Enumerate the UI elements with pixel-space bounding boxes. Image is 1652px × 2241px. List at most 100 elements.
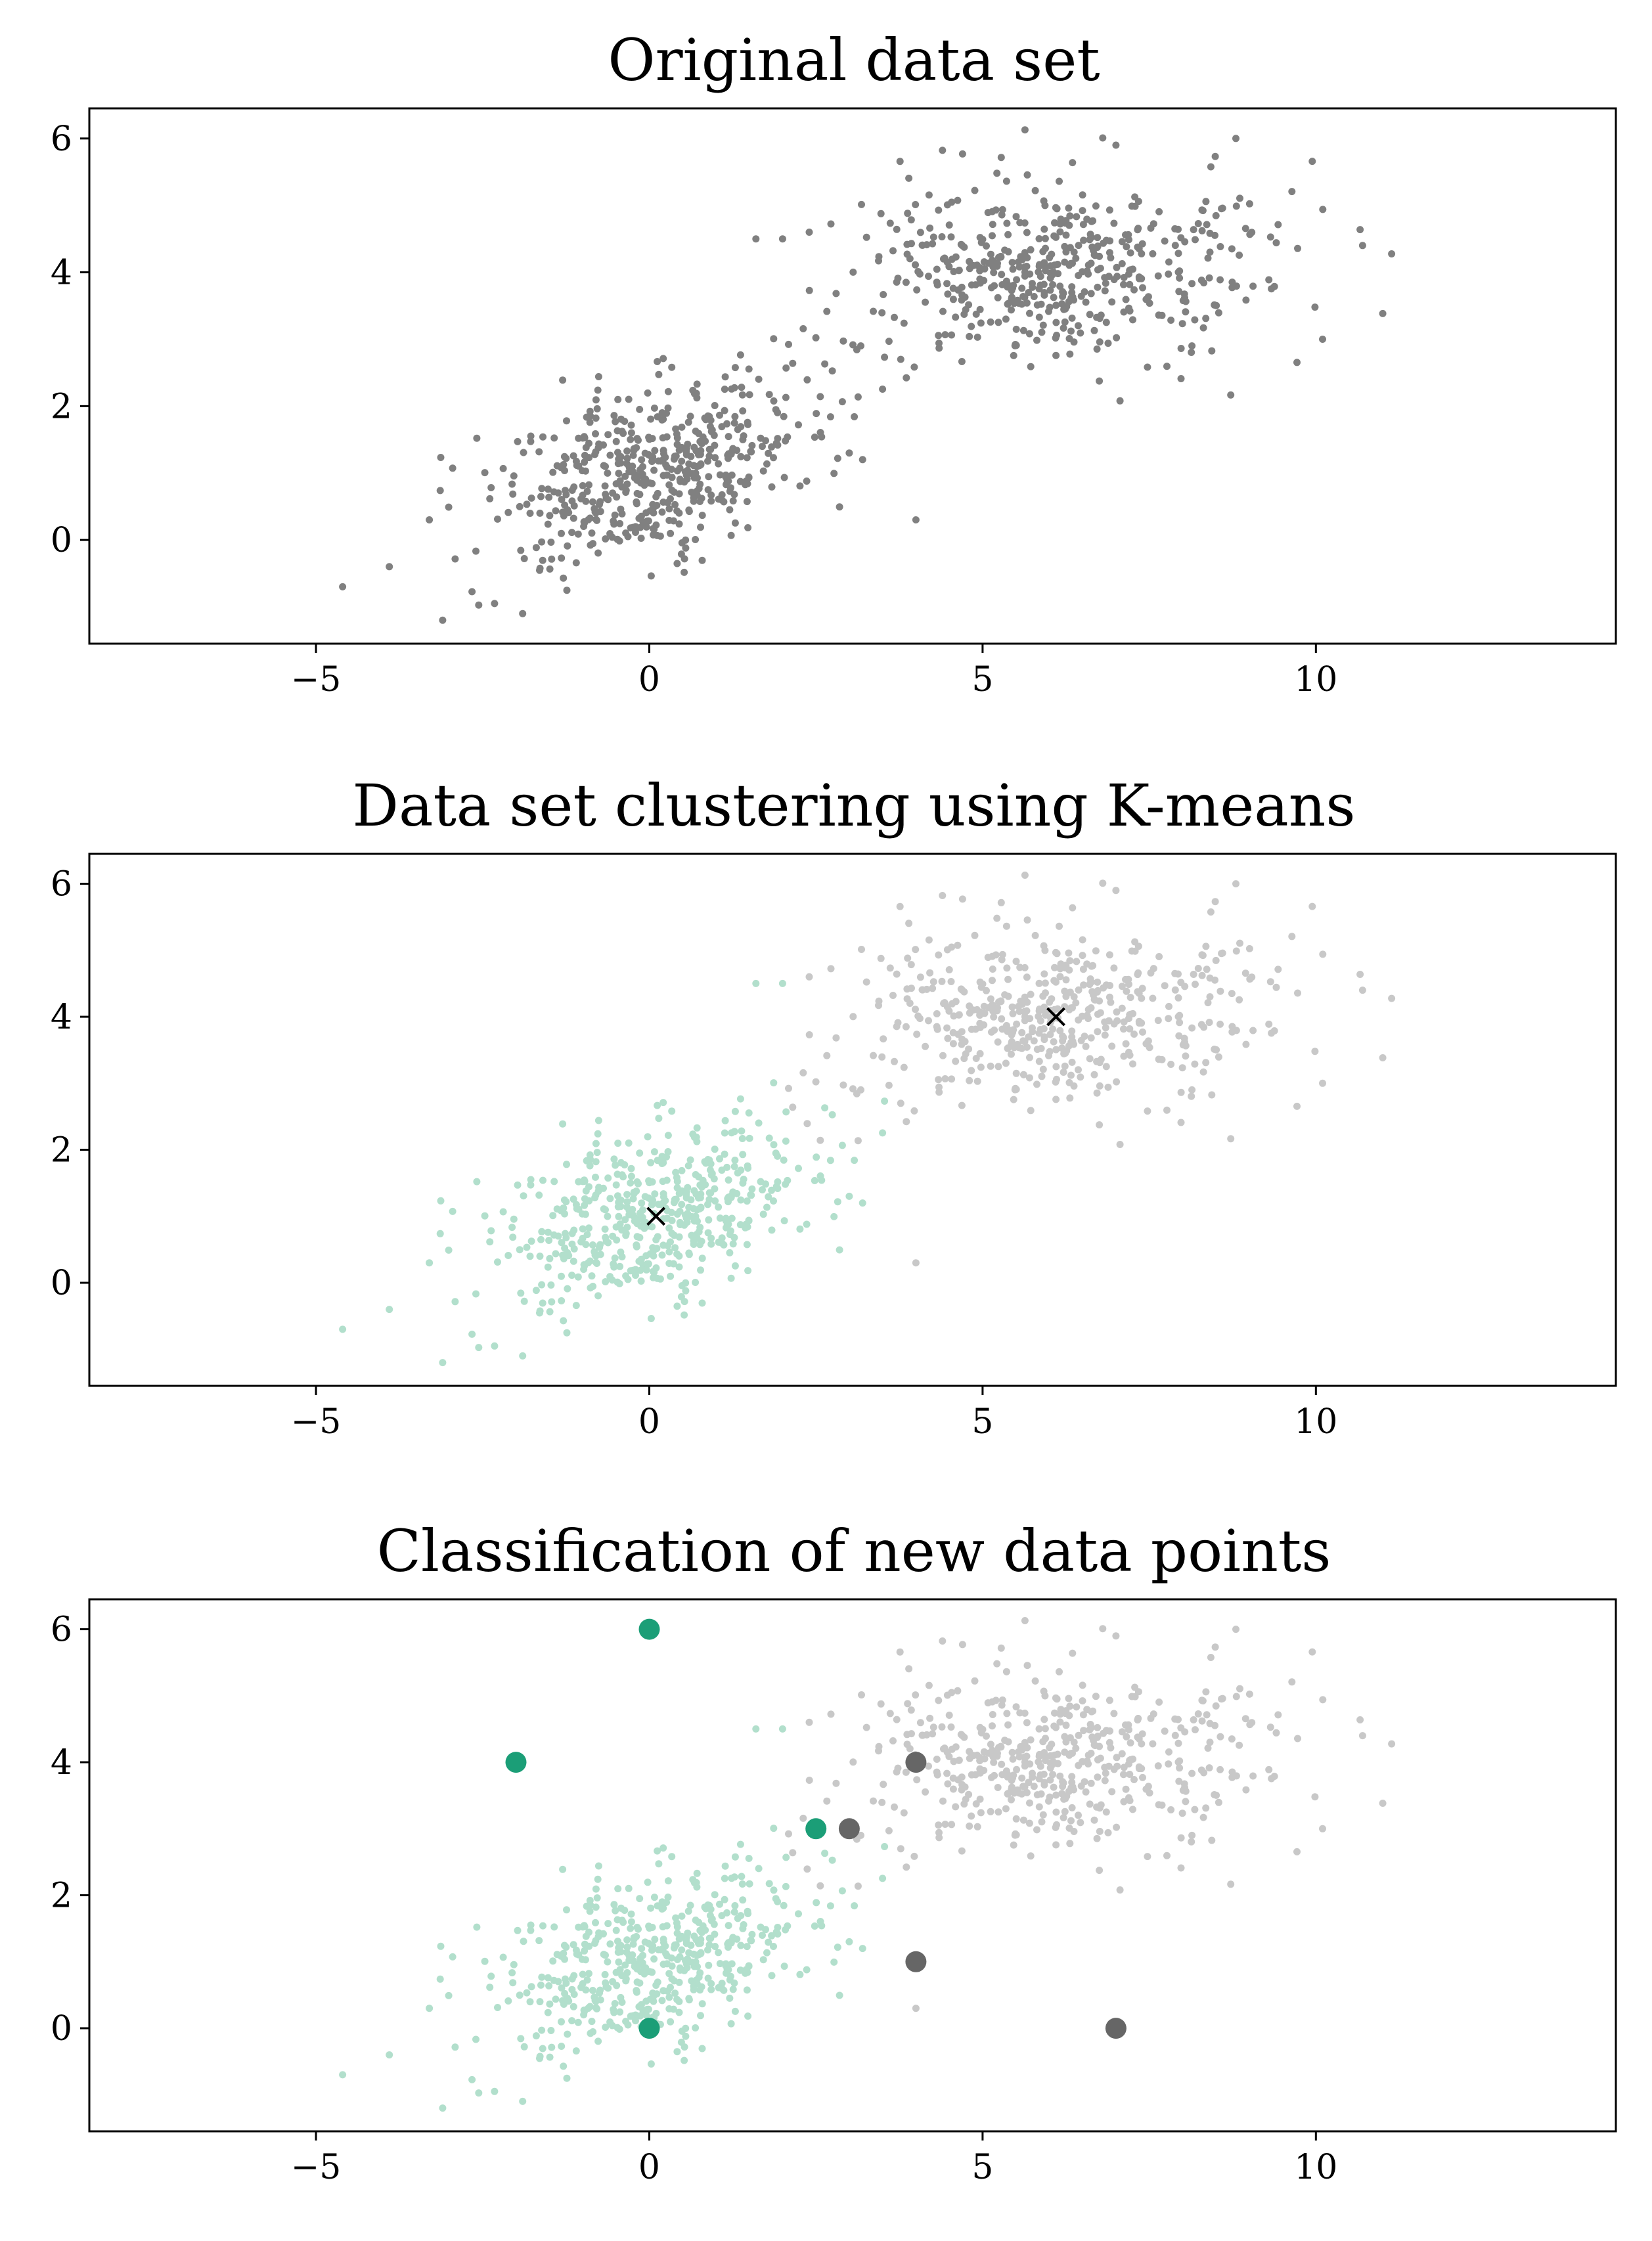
data-point	[941, 1821, 949, 1828]
data-point	[1035, 1725, 1043, 1733]
chart-title: Classification of new data points	[377, 1517, 1331, 1585]
data-point	[449, 464, 457, 472]
data-point	[549, 468, 557, 476]
data-point	[1082, 1042, 1090, 1050]
data-point	[1004, 1721, 1012, 1729]
data-point	[1104, 1829, 1112, 1836]
data-point	[1241, 1715, 1249, 1723]
data-point	[1205, 274, 1213, 282]
data-point	[602, 1979, 610, 1987]
data-point	[696, 498, 704, 505]
data-point	[606, 2018, 614, 2026]
data-point	[587, 1284, 594, 1292]
data-point	[1035, 1775, 1043, 1783]
data-point	[1102, 1063, 1110, 1071]
data-point	[939, 307, 947, 315]
data-point	[651, 1936, 659, 1943]
data-point	[630, 1935, 638, 1943]
data-point	[1358, 242, 1366, 250]
data-point	[948, 331, 956, 339]
data-point	[665, 1260, 673, 1267]
data-point	[637, 535, 645, 542]
data-point	[839, 337, 847, 345]
data-point	[1227, 1880, 1235, 1888]
data-point	[685, 1203, 693, 1211]
data-point	[1092, 1693, 1100, 1700]
data-point	[1108, 1788, 1116, 1796]
data-point	[976, 978, 984, 986]
data-point	[803, 1120, 811, 1128]
data-point	[508, 1969, 516, 1977]
data-point	[1192, 1726, 1199, 1734]
data-point	[1080, 1727, 1088, 1735]
data-point	[579, 482, 587, 489]
data-point	[644, 451, 652, 458]
data-point	[992, 206, 1000, 214]
data-point	[1293, 359, 1301, 366]
data-point	[611, 2000, 619, 2007]
data-point	[559, 1120, 567, 1128]
data-point	[688, 489, 696, 496]
data-point	[1056, 922, 1063, 930]
data-point	[785, 340, 792, 348]
data-point	[569, 1195, 577, 1203]
data-point	[606, 1195, 614, 1203]
data-point	[1021, 1017, 1029, 1025]
data-point	[1070, 1739, 1078, 1746]
data-point	[563, 1329, 571, 1337]
data-point	[914, 1012, 922, 1020]
data-point	[623, 460, 631, 468]
data-point	[728, 471, 736, 479]
data-point	[1067, 1784, 1075, 1792]
data-point	[1188, 349, 1195, 356]
data-point	[1203, 221, 1211, 229]
data-point	[1177, 375, 1185, 382]
data-point	[558, 554, 566, 562]
data-point	[875, 257, 882, 265]
data-point	[544, 1263, 552, 1271]
data-point	[757, 434, 765, 442]
data-point	[592, 1158, 600, 1166]
data-point	[1125, 304, 1132, 312]
data-point	[1249, 1772, 1257, 1780]
data-point	[633, 1988, 640, 1996]
data-point	[565, 1252, 573, 1260]
data-point	[604, 1212, 612, 1220]
data-point	[554, 1232, 562, 1240]
data-point	[606, 530, 614, 537]
data-point	[520, 1297, 528, 1305]
data-point	[1056, 973, 1064, 981]
data-point	[1131, 938, 1139, 946]
data-point	[770, 1943, 777, 1950]
data-point	[721, 407, 728, 414]
data-point	[1008, 1050, 1015, 1058]
data-point	[1031, 931, 1039, 939]
data-point	[1079, 1681, 1086, 1689]
data-point	[851, 1157, 859, 1165]
data-point	[618, 483, 626, 491]
data-point	[663, 463, 671, 471]
data-point	[1039, 321, 1047, 329]
data-point	[1046, 1031, 1054, 1038]
data-point	[1113, 1078, 1121, 1086]
data-point	[722, 1960, 730, 1968]
data-point	[1126, 280, 1134, 288]
data-point	[527, 1176, 535, 1184]
data-point	[1037, 300, 1045, 308]
data-point	[737, 453, 745, 460]
data-point	[523, 500, 531, 508]
data-point	[568, 1272, 576, 1279]
data-point	[722, 1214, 730, 1222]
data-point	[949, 1745, 956, 1753]
data-point	[747, 447, 755, 455]
data-point	[583, 1976, 591, 1984]
data-point	[976, 305, 984, 313]
data-point	[664, 1987, 671, 1995]
data-point	[592, 2004, 600, 2012]
data-point	[1108, 298, 1116, 306]
data-point	[740, 432, 748, 440]
data-point	[1081, 1032, 1088, 1040]
data-point	[545, 493, 553, 501]
data-point	[1165, 1015, 1172, 1023]
data-point	[696, 1241, 704, 1249]
